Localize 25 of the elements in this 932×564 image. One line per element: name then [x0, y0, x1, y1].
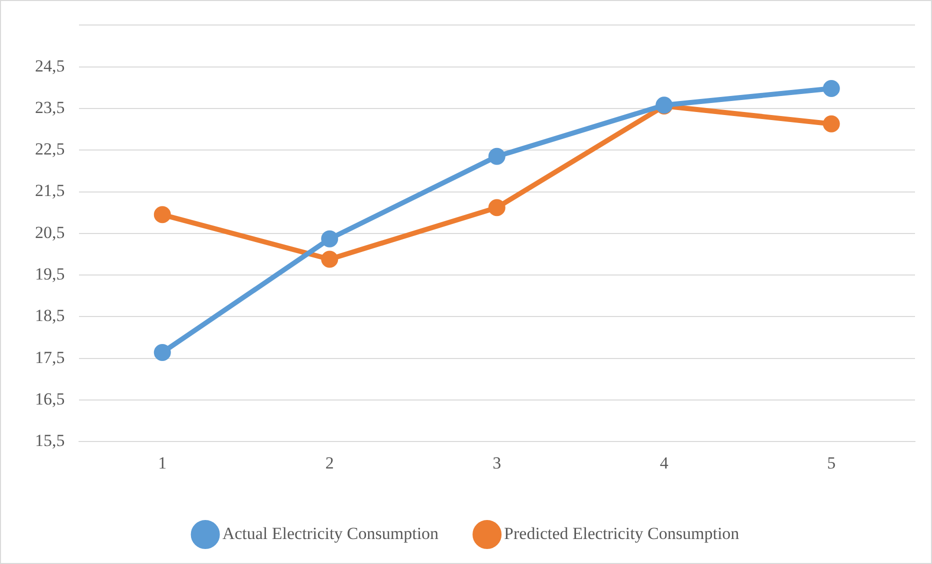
y-tick-label: 16,5	[35, 389, 65, 408]
point	[488, 199, 506, 216]
y-tick-label: 22,5	[35, 140, 65, 159]
y-tick-label: 20,5	[35, 222, 65, 242]
point	[321, 250, 338, 268]
point	[154, 344, 171, 361]
x-tick-label: 5	[827, 453, 836, 472]
legend-label: Actual Electricity Consumption	[222, 524, 440, 543]
y-tick-label: 17,5	[35, 348, 65, 367]
point	[822, 80, 840, 97]
x-tick-label: 1	[158, 453, 167, 472]
y-tick-label: 23,5	[35, 98, 65, 117]
point	[321, 230, 338, 248]
x-tick-label: 4	[660, 453, 669, 472]
y-tick-label: 15,5	[35, 431, 65, 450]
point	[154, 206, 171, 224]
y-tick-label: 18,5	[35, 306, 65, 326]
x-tick-label: 2	[325, 453, 334, 472]
legend-label: Predicted Electricity Consumption	[504, 524, 740, 543]
y-tick-label: 24,5	[35, 56, 65, 76]
point	[488, 148, 506, 165]
y-tick-label: 21,5	[35, 181, 65, 200]
x-tick-label: 3	[492, 453, 502, 472]
point	[822, 115, 840, 132]
y-tick-label: 19,5	[35, 264, 65, 284]
